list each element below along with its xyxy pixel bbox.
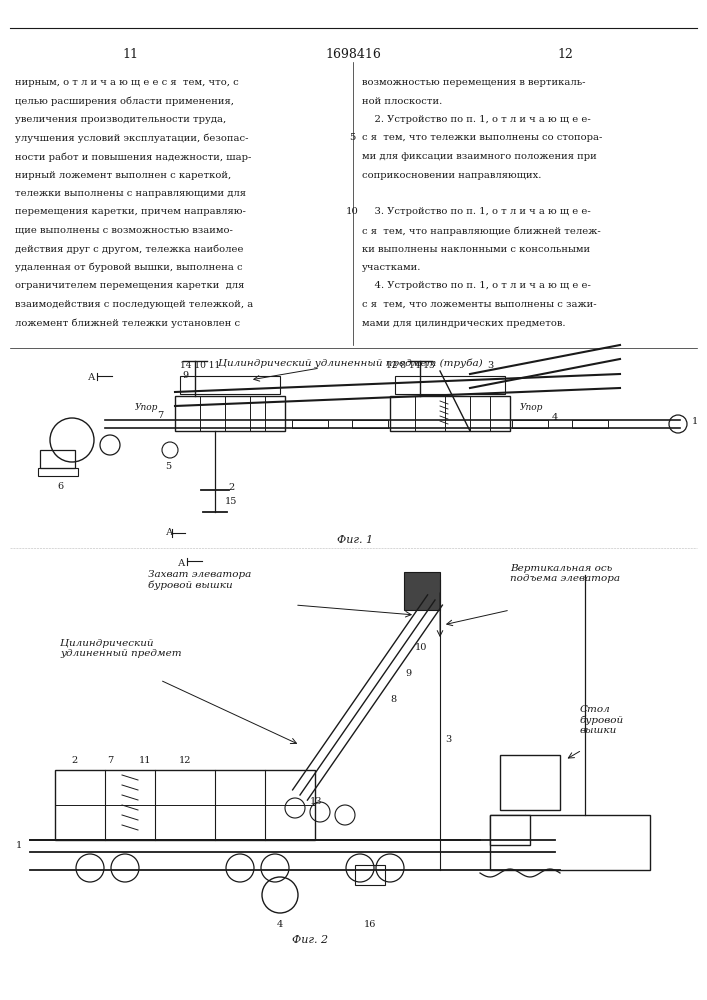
Text: ной плоскости.: ной плоскости. <box>362 97 443 105</box>
Bar <box>572 420 608 428</box>
Text: 2: 2 <box>228 484 234 492</box>
Bar <box>352 420 388 428</box>
Text: 11: 11 <box>122 48 138 62</box>
Text: 14 10 11: 14 10 11 <box>180 360 220 369</box>
Text: 5: 5 <box>349 133 355 142</box>
Text: 4: 4 <box>552 414 558 422</box>
Text: 10: 10 <box>346 208 358 217</box>
Text: щие выполнены с возможностью взаимо-: щие выполнены с возможностью взаимо- <box>15 226 233 235</box>
Text: соприкосновении направляющих.: соприкосновении направляющих. <box>362 170 542 180</box>
Text: 2: 2 <box>72 756 78 765</box>
Text: 1: 1 <box>692 418 699 426</box>
Text: участками.: участками. <box>362 263 421 272</box>
Text: 1: 1 <box>16 840 22 850</box>
Text: Фиг. 1: Фиг. 1 <box>337 535 373 545</box>
Text: 1698416: 1698416 <box>325 48 381 62</box>
Text: 13: 13 <box>310 798 322 806</box>
Bar <box>175 396 285 431</box>
Text: с я  тем, что тележки выполнены со стопора-: с я тем, что тележки выполнены со стопор… <box>362 133 602 142</box>
Text: улучшения условий эксплуатации, безопас-: улучшения условий эксплуатации, безопас- <box>15 133 248 143</box>
Text: 12 8 14 13: 12 8 14 13 <box>386 360 434 369</box>
Bar <box>38 468 78 476</box>
Bar <box>404 572 440 610</box>
Bar <box>390 396 510 431</box>
Text: ограничителем перемещения каретки  для: ограничителем перемещения каретки для <box>15 282 245 290</box>
Text: 9: 9 <box>182 371 188 380</box>
Text: нирный ложемент выполнен с кареткой,: нирный ложемент выполнен с кареткой, <box>15 170 231 180</box>
Text: 16: 16 <box>364 920 376 929</box>
Text: Захват элеватора
буровой вышки: Захват элеватора буровой вышки <box>148 570 252 590</box>
Text: 3: 3 <box>445 736 451 744</box>
Text: ности работ и повышения надежности, шар-: ности работ и повышения надежности, шар- <box>15 152 252 161</box>
Bar <box>355 865 385 885</box>
Text: 3. Устройство по п. 1, о т л и ч а ю щ е е-: 3. Устройство по п. 1, о т л и ч а ю щ е… <box>362 208 591 217</box>
Text: возможностью перемещения в вертикаль-: возможностью перемещения в вертикаль- <box>362 78 585 87</box>
Bar <box>40 450 75 468</box>
Text: с я  тем, что направляющие ближней тележ-: с я тем, что направляющие ближней тележ- <box>362 226 601 235</box>
Text: 3: 3 <box>487 360 493 369</box>
Text: 15: 15 <box>225 497 238 506</box>
Text: ки выполнены наклонными с консольными: ки выполнены наклонными с консольными <box>362 244 590 253</box>
Text: 7: 7 <box>107 756 113 765</box>
Text: Стол
буровой
вышки: Стол буровой вышки <box>580 705 624 735</box>
Bar <box>55 770 315 840</box>
Bar <box>180 376 280 394</box>
Text: с я  тем, что ложементы выполнены с зажи-: с я тем, что ложементы выполнены с зажи- <box>362 300 597 309</box>
Text: увеличения производительности труда,: увеличения производительности труда, <box>15 115 226 124</box>
Text: перемещения каретки, причем направляю-: перемещения каретки, причем направляю- <box>15 208 246 217</box>
Text: А: А <box>177 558 185 568</box>
Text: 2. Устройство по п. 1, о т л и ч а ю щ е е-: 2. Устройство по п. 1, о т л и ч а ю щ е… <box>362 115 591 124</box>
Text: 12: 12 <box>179 756 192 765</box>
Text: 9: 9 <box>405 668 411 678</box>
Bar <box>490 815 650 870</box>
Text: 5: 5 <box>165 462 171 471</box>
Text: Упор: Упор <box>520 403 544 412</box>
Text: 6: 6 <box>57 482 63 491</box>
Text: 11: 11 <box>139 756 151 765</box>
Text: Вертикальная ось
подъема элеватора: Вертикальная ось подъема элеватора <box>510 564 620 583</box>
Text: 10: 10 <box>415 644 427 652</box>
Bar <box>490 815 530 845</box>
Text: Фиг. 2: Фиг. 2 <box>292 935 328 945</box>
Text: 4: 4 <box>277 920 283 929</box>
Text: действия друг с другом, тележка наиболее: действия друг с другом, тележка наиболее <box>15 244 243 254</box>
Text: Цилиндрический удлиненный предмет (труба): Цилиндрический удлиненный предмет (труба… <box>218 358 482 367</box>
Bar <box>500 755 560 810</box>
Text: Цилиндрический
удлиненный предмет: Цилиндрический удлиненный предмет <box>60 639 182 658</box>
Bar <box>395 376 505 394</box>
Text: взаимодействия с последующей тележкой, а: взаимодействия с последующей тележкой, а <box>15 300 253 309</box>
Text: А: А <box>166 528 174 537</box>
Text: А: А <box>88 373 95 382</box>
Text: тележки выполнены с направляющими для: тележки выполнены с направляющими для <box>15 189 246 198</box>
Text: 7: 7 <box>157 410 163 420</box>
Text: 12: 12 <box>557 48 573 62</box>
Text: целью расширения области применения,: целью расширения области применения, <box>15 97 234 106</box>
Text: мами для цилиндрических предметов.: мами для цилиндрических предметов. <box>362 318 566 328</box>
Text: 4. Устройство по п. 1, о т л и ч а ю щ е е-: 4. Устройство по п. 1, о т л и ч а ю щ е… <box>362 282 591 290</box>
Text: Упор: Упор <box>135 403 158 412</box>
Bar <box>512 420 548 428</box>
Text: ложемент ближней тележки установлен с: ложемент ближней тележки установлен с <box>15 318 240 328</box>
Bar <box>292 420 328 428</box>
Text: 8: 8 <box>390 696 396 704</box>
Text: ми для фиксации взаимного положения при: ми для фиксации взаимного положения при <box>362 152 597 161</box>
Text: удаленная от буровой вышки, выполнена с: удаленная от буровой вышки, выполнена с <box>15 263 243 272</box>
Text: нирным, о т л и ч а ю щ е е с я  тем, что, с: нирным, о т л и ч а ю щ е е с я тем, что… <box>15 78 239 87</box>
